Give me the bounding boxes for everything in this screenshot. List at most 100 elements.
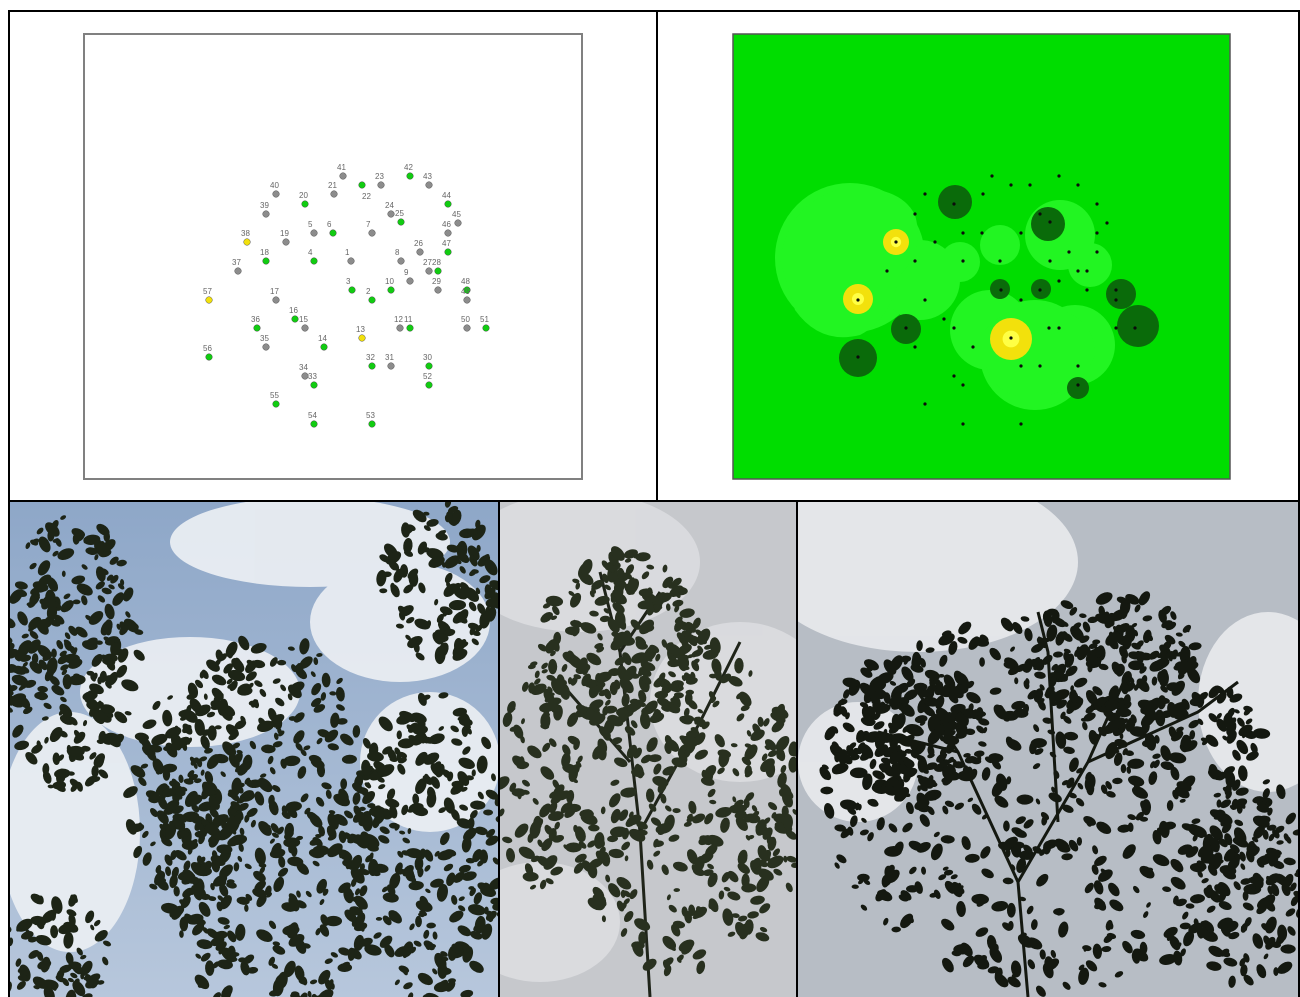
- leaf: [1210, 837, 1220, 853]
- leaf: [336, 677, 343, 685]
- leaf: [539, 879, 547, 890]
- leaf: [1157, 671, 1165, 684]
- leaf: [641, 675, 652, 685]
- leaf: [1216, 691, 1227, 704]
- leaf: [905, 885, 919, 893]
- leaf: [479, 611, 491, 629]
- leaf: [389, 756, 399, 762]
- leaf: [37, 560, 51, 576]
- leaf: [673, 692, 684, 699]
- leaf: [27, 639, 41, 654]
- leaf: [943, 684, 951, 689]
- leaf: [723, 886, 731, 892]
- leaf: [426, 922, 436, 929]
- leaf: [372, 871, 381, 877]
- leaf: [14, 740, 30, 751]
- leaf: [469, 960, 484, 973]
- leaf: [423, 940, 435, 951]
- leaf: [130, 622, 139, 629]
- leaf: [1122, 844, 1136, 859]
- leaf: [610, 779, 620, 786]
- leaf: [979, 657, 985, 667]
- leaf: [85, 547, 98, 555]
- leaf: [1111, 661, 1123, 676]
- leaf: [1169, 651, 1177, 660]
- sensor-point: [387, 210, 395, 218]
- leaf: [11, 674, 29, 686]
- leaf: [511, 788, 526, 797]
- leaf: [1179, 798, 1186, 803]
- leaf: [395, 623, 404, 629]
- leaf: [665, 643, 681, 655]
- sensor-label: 36: [251, 315, 260, 324]
- sensor-point: [463, 324, 471, 332]
- leaf: [688, 800, 697, 814]
- leaf: [1108, 685, 1119, 701]
- leaf: [624, 726, 636, 736]
- leaf: [539, 803, 552, 818]
- leaf: [1239, 851, 1246, 862]
- leaf: [475, 519, 481, 529]
- leaf: [1216, 718, 1227, 732]
- leaf: [272, 945, 286, 955]
- leaf: [367, 803, 376, 809]
- canopy-photo-3-image: [798, 502, 1298, 997]
- leaf: [639, 619, 654, 635]
- leaf: [913, 728, 920, 734]
- sensor-label: 41: [337, 163, 346, 172]
- leaf: [450, 725, 459, 733]
- leaf: [338, 788, 349, 804]
- leaf: [284, 822, 294, 839]
- leaf: [17, 611, 28, 626]
- leaf: [47, 613, 54, 619]
- leaf: [367, 751, 384, 762]
- sensor-point: [205, 353, 213, 361]
- leaf: [320, 692, 327, 701]
- leaf: [1003, 661, 1015, 669]
- leaf: [1188, 719, 1200, 729]
- leaf: [283, 960, 296, 978]
- leaf: [70, 972, 78, 979]
- leaf: [960, 942, 973, 957]
- leaf: [80, 972, 85, 980]
- leaf: [964, 728, 976, 735]
- leaf: [632, 550, 638, 559]
- leaf: [598, 689, 608, 697]
- sensor-dot: [1057, 174, 1061, 178]
- leaf: [858, 878, 864, 885]
- leaf: [1020, 616, 1030, 622]
- leaf: [123, 587, 134, 602]
- leaf: [1030, 919, 1038, 931]
- leaf: [1003, 836, 1018, 849]
- sensor-point: [425, 267, 433, 275]
- leaf: [727, 870, 739, 883]
- leaf: [444, 502, 452, 508]
- leaf: [51, 982, 57, 991]
- leaf: [1245, 849, 1255, 863]
- leaf: [902, 725, 909, 733]
- leaf: [776, 752, 781, 760]
- leaf: [1082, 721, 1088, 731]
- leaf: [28, 950, 40, 959]
- leaf: [437, 962, 448, 979]
- leaf: [310, 758, 325, 769]
- leaf: [344, 810, 354, 819]
- leaf: [657, 592, 672, 603]
- leaf: [524, 863, 534, 876]
- leaf: [1000, 617, 1014, 632]
- leaf: [950, 874, 958, 880]
- sensor-label: 5: [308, 220, 313, 229]
- leaf: [859, 702, 869, 708]
- leaf: [413, 940, 422, 947]
- leaf: [737, 862, 750, 874]
- leaf: [1063, 731, 1079, 741]
- leaf: [614, 757, 628, 768]
- leaf: [514, 823, 529, 838]
- leaf: [968, 703, 974, 712]
- leaf: [1130, 929, 1146, 939]
- leaf: [397, 757, 407, 764]
- leaf: [240, 715, 246, 723]
- leaf: [1046, 624, 1058, 642]
- leaf: [430, 878, 444, 888]
- leaf: [191, 803, 200, 813]
